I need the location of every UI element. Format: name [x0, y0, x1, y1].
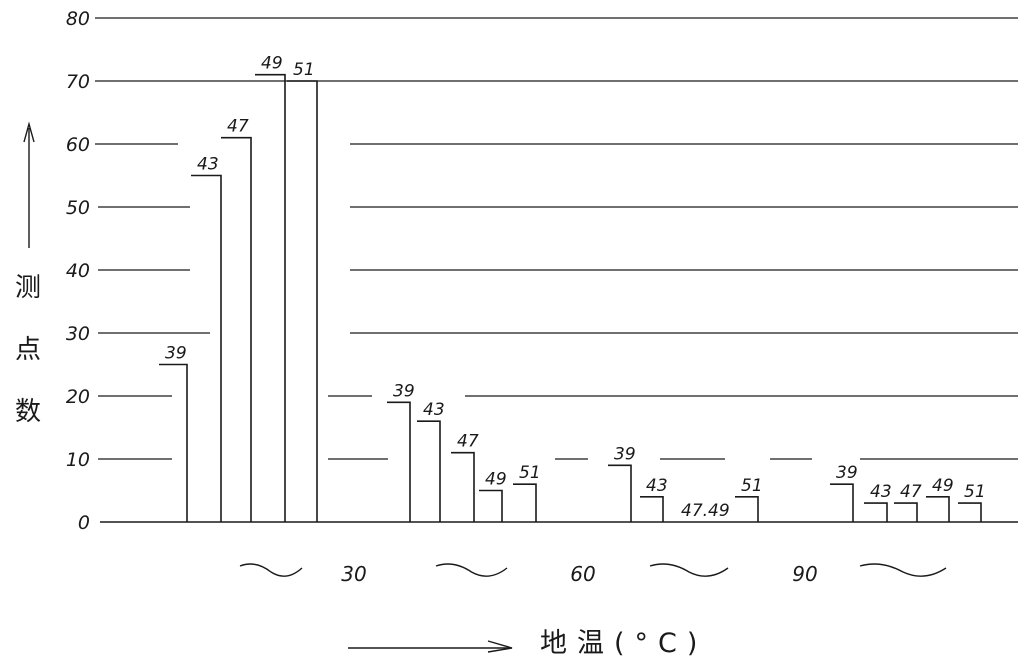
y-tick-label: 30: [66, 323, 90, 345]
gridlines: [95, 17, 1018, 460]
bar-label: 49: [932, 476, 954, 496]
x-axis-label: 地温(°C): [540, 628, 707, 659]
bar: [479, 489, 503, 522]
bar: [608, 464, 632, 522]
wave-separator-icon: [649, 563, 729, 577]
bar: [926, 496, 950, 522]
bar-label: 47: [900, 482, 922, 502]
x-axis-title-group: 地温(°C): [348, 628, 707, 659]
y-tick-label: 80: [66, 8, 90, 30]
bar-label: 49: [261, 54, 283, 74]
bar-label: 39: [614, 444, 636, 464]
bar-label: 51: [964, 482, 986, 502]
y-axis-arrow-icon: [23, 121, 35, 143]
bar: [451, 451, 475, 522]
group-label: 30: [341, 562, 366, 586]
wave-separator-icon: [239, 563, 303, 577]
y-tick-label: 0: [78, 512, 90, 534]
bar: [221, 136, 252, 522]
y-tick-label: 50: [66, 197, 90, 219]
bar: [191, 174, 222, 522]
bar-label: 51: [293, 60, 315, 80]
group-label: 60: [570, 562, 595, 586]
y-tick-label: 20: [66, 386, 90, 408]
bar: [417, 420, 441, 522]
bar-label: 47: [457, 432, 479, 452]
bar-label: 43: [870, 482, 892, 502]
bar: [287, 80, 318, 522]
y-tick-label: 60: [66, 134, 90, 156]
y-axis-label: 测点数: [15, 273, 41, 427]
bar-label: 51: [741, 476, 763, 496]
bar: [159, 363, 188, 522]
bar-label: 39: [393, 381, 415, 401]
bar: [735, 496, 759, 522]
y-tick-label: 10: [66, 449, 90, 471]
bar: [864, 502, 888, 522]
bar: [894, 502, 918, 522]
bar: [255, 73, 286, 522]
bar-label: 49: [485, 470, 507, 490]
bar: [387, 401, 411, 522]
bar-label: 43: [423, 400, 445, 420]
bar-label: 39: [165, 344, 187, 364]
bar-label: 51: [519, 463, 541, 483]
wave-separator-icon: [859, 563, 947, 577]
bar: [830, 483, 854, 522]
bar-label: 43: [197, 155, 219, 175]
group-label: 90: [792, 562, 817, 586]
bar: [958, 502, 982, 522]
group-labels: 30 60 90: [239, 562, 947, 586]
bar-label: 47: [227, 117, 249, 137]
bar-label: 43: [646, 476, 668, 496]
bar: [513, 483, 537, 522]
bar: [640, 496, 664, 522]
bars: [159, 73, 982, 522]
bar-labels: 39 43 47 49 51 39 43 47 49 51 39 43 47.49 51 39 43 47 49 5…: [165, 54, 986, 521]
x-axis-arrow-icon: [487, 640, 513, 653]
bar-label: 39: [836, 463, 858, 483]
y-axis-ticks: 0 10 20 30 40 50 60 70 80: [66, 8, 90, 534]
bar-label: 47.49: [681, 501, 730, 521]
y-tick-label: 40: [66, 260, 90, 282]
y-axis-title-group: 测点数: [15, 121, 41, 427]
wave-separator-icon: [435, 563, 508, 577]
y-tick-label: 70: [66, 71, 90, 93]
